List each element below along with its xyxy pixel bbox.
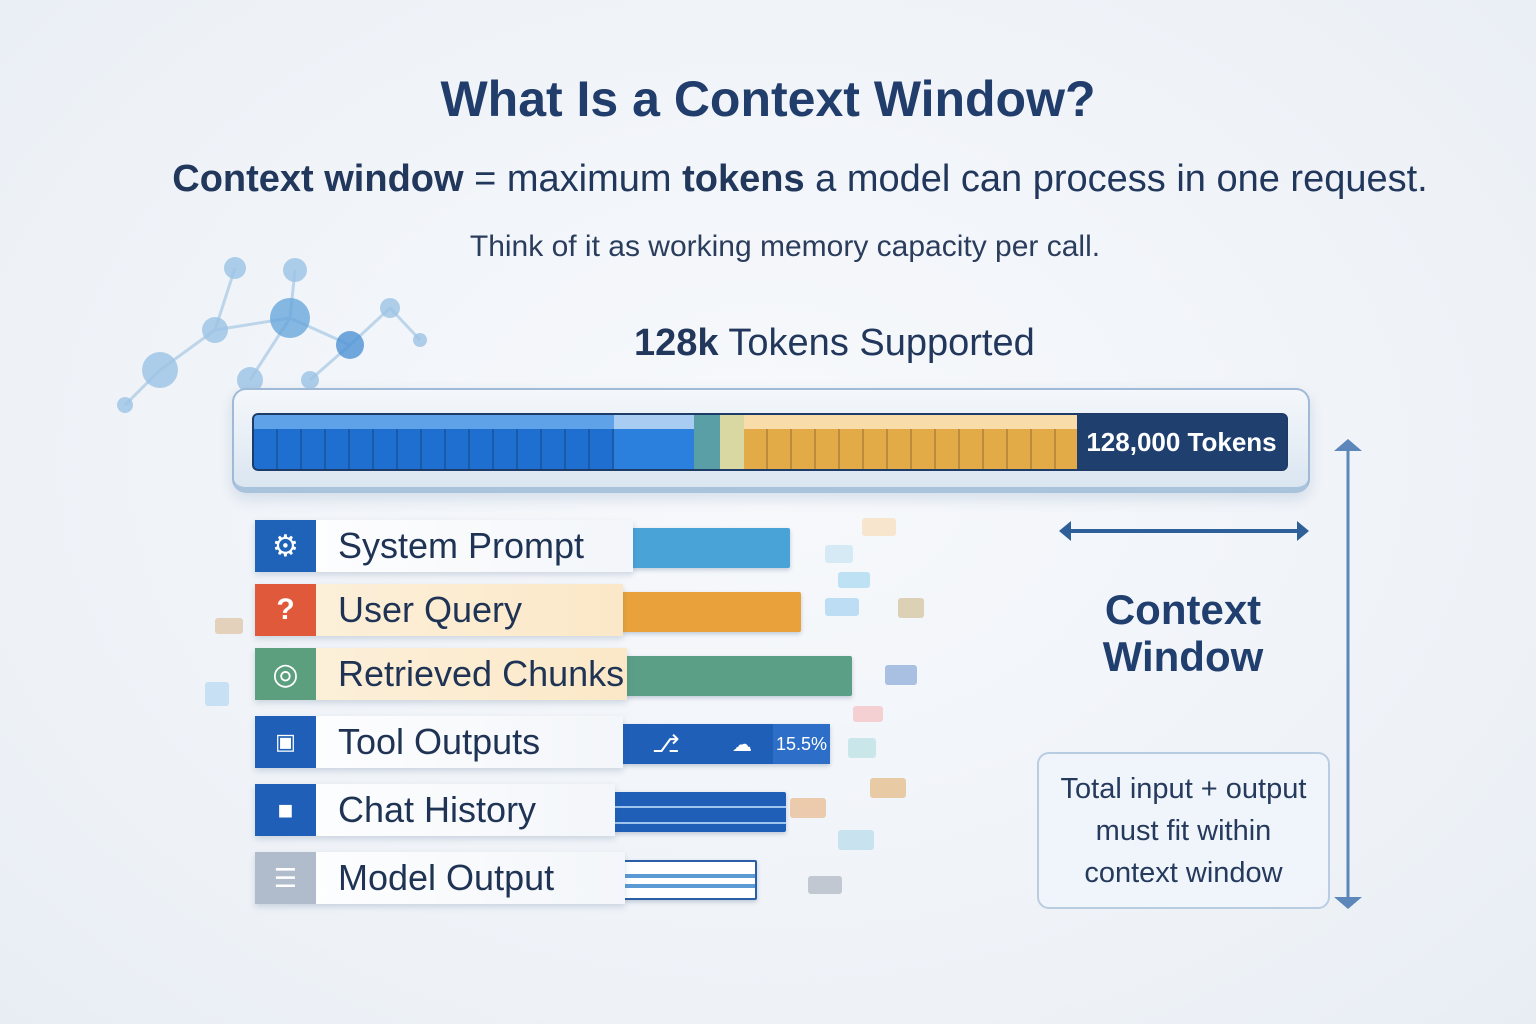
tagline: Think of it as working memory capacity p… — [469, 230, 1101, 263]
component-label: Retrieved Chunks — [338, 653, 625, 694]
context-window-line1: Context — [1104, 586, 1262, 633]
horizontal-double-arrow-icon — [1059, 521, 1309, 541]
tokens-amount: 128k — [634, 322, 719, 364]
question-icon: ? — [255, 584, 316, 636]
decorative-tile — [215, 618, 243, 634]
decorative-tile — [862, 518, 896, 536]
definition-text: = maximum — [463, 158, 683, 200]
component-card: ? User Query — [255, 584, 623, 636]
tool-outputs-bar: ⎇ ☁ 15.5% — [621, 724, 830, 764]
globe-icon: ◎ — [255, 648, 316, 700]
video-icon: ■ — [255, 784, 316, 836]
component-card: ⚙ System Prompt — [255, 520, 633, 572]
decorative-tile — [885, 665, 917, 685]
decorative-tile — [838, 830, 874, 850]
tool-outputs-badge: 15.5% — [773, 724, 830, 764]
component-card: ☰ Model Output — [255, 852, 625, 904]
gear-icon: ⚙ — [255, 520, 316, 572]
component-card: ■ Chat History — [255, 784, 615, 836]
decorative-tile — [825, 598, 859, 616]
context-window-label: Context Window — [1083, 586, 1283, 680]
vertical-double-arrow-icon — [1334, 439, 1362, 909]
system-prompt-bar — [627, 528, 790, 568]
retrieved-chunks-bar — [623, 656, 852, 696]
decorative-tile — [898, 598, 924, 618]
component-label: User Query — [338, 589, 523, 630]
segment-tools — [720, 415, 744, 469]
cloud-icon: ☁ — [732, 733, 752, 756]
segment-history — [744, 415, 1077, 469]
token-bar: 128,000 Tokens — [252, 413, 1288, 471]
decorative-tile — [808, 876, 842, 894]
chat-history-bar — [613, 792, 786, 832]
definition-tokens: tokens — [682, 158, 805, 200]
segment-retrieved — [694, 415, 720, 469]
note-line3: context window — [1084, 857, 1283, 889]
decorative-tile — [825, 545, 853, 563]
component-label: System Prompt — [338, 525, 585, 566]
component-card: ◎ Retrieved Chunks — [255, 648, 627, 700]
page-title: What Is a Context Window? — [440, 71, 1096, 127]
network-illustration — [117, 257, 427, 413]
flow-icon: ⎇ — [652, 730, 680, 758]
definition-rest: a model can process in one request. — [804, 158, 1428, 200]
note-line2: must fit within — [1095, 815, 1272, 847]
document-icon: ☰ — [255, 852, 316, 904]
context-window-line2: Window — [1102, 633, 1264, 680]
segment-system — [254, 415, 614, 469]
decorative-tile — [853, 706, 883, 722]
component-label: Chat History — [338, 789, 537, 830]
decorative-tile — [790, 798, 826, 818]
component-label: Model Output — [338, 857, 555, 898]
terminal-icon: ▣ — [255, 716, 316, 768]
definition: Context window = maximum tokens a model … — [0, 158, 1536, 201]
component-label: Tool Outputs — [338, 721, 541, 762]
user-query-bar — [620, 592, 801, 632]
note-box: Total input + output must fit within conte… — [1037, 752, 1330, 909]
tokens-supported: 128k Tokens Supported — [634, 322, 1035, 365]
definition-term: Context window — [172, 158, 464, 200]
segment-query — [614, 415, 694, 469]
token-capacity-label: 128,000 Tokens — [1077, 415, 1286, 469]
tokens-supported-text: Tokens Supported — [718, 322, 1035, 364]
decorative-tile — [848, 738, 876, 758]
component-card: ▣ Tool Outputs — [255, 716, 623, 768]
decorative-tile — [838, 572, 870, 588]
note-line1: Total input + output — [1060, 773, 1307, 805]
model-output-bar — [623, 860, 757, 900]
decorative-tile — [870, 778, 906, 798]
decorative-tile — [205, 682, 229, 706]
